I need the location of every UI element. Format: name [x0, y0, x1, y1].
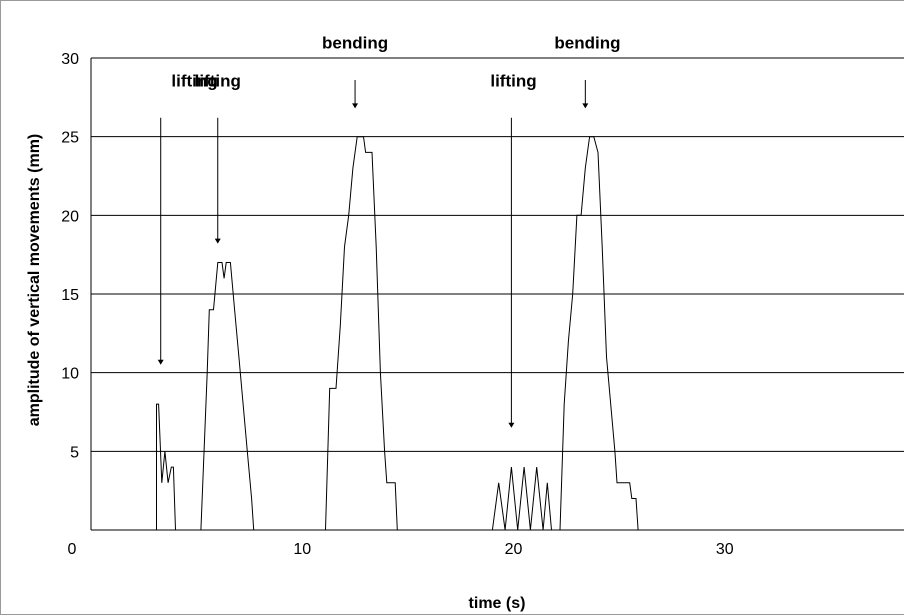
y-tick-label: 25 [61, 130, 79, 147]
annotation-arrowhead [157, 359, 164, 365]
series [91, 136, 904, 531]
y-tick-label: 30 [61, 51, 79, 68]
axes: 51015202530010203040 [61, 51, 904, 558]
y-tick-label: 5 [70, 444, 79, 461]
x-tick-label: 10 [293, 541, 311, 558]
x-tick-label: 0 [68, 541, 77, 558]
x-tick-label: 30 [716, 541, 734, 558]
annotation-label: bending [322, 34, 388, 53]
annotation-arrowhead [508, 422, 515, 428]
series-line [91, 136, 904, 531]
annotation-label: bending [554, 34, 620, 53]
y-axis-title: amplitude of vertical movements (mm) [26, 134, 43, 427]
annotation-arrowhead [582, 103, 589, 109]
x-axis-title: time (s) [469, 595, 526, 612]
gridlines [91, 57, 904, 452]
annotation-arrowhead [352, 103, 359, 109]
annotation-label: lifting [490, 71, 536, 90]
annotation-label: lifting [195, 71, 241, 90]
y-tick-label: 15 [61, 287, 79, 304]
y-tick-label: 20 [61, 208, 79, 225]
y-tick-label: 10 [61, 366, 79, 383]
x-tick-label: 20 [505, 541, 523, 558]
annotation-arrowhead [214, 238, 221, 244]
annotation-label: lifting [171, 71, 217, 90]
